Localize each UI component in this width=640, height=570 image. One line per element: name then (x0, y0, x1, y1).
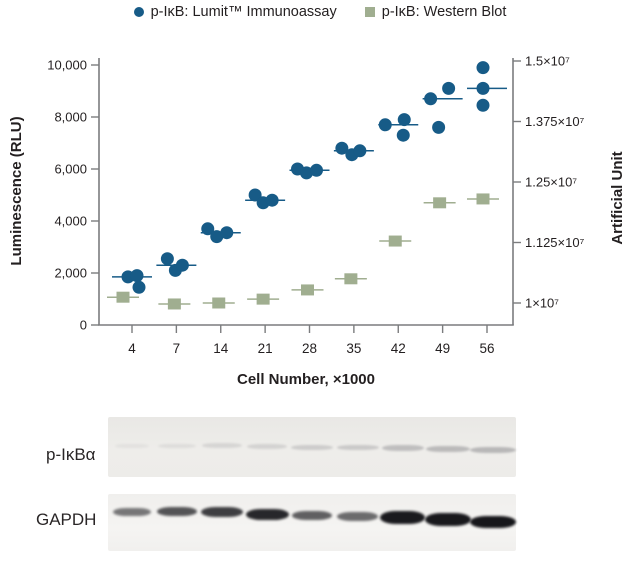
lumit-data-point (353, 144, 367, 158)
x-axis-tick-label: 49 (435, 341, 450, 356)
left-axis-tick-label: 4,000 (54, 214, 87, 229)
western-data-point (476, 193, 490, 205)
western-data-point (256, 293, 270, 305)
lumit-series-marker-icon (133, 7, 144, 17)
legend-item-western: p-IκB: Western Blot (364, 4, 507, 20)
western-data-point (344, 273, 358, 285)
x-axis-tick-label: 21 (258, 341, 273, 356)
lumit-data-point (130, 269, 144, 283)
p-ikba-band (291, 445, 334, 450)
p-ikba-band (114, 444, 149, 448)
left-axis-tick-label: 8,000 (54, 110, 87, 125)
gapdh-band (292, 511, 333, 520)
lumit-data-point (300, 166, 313, 180)
x-axis-tick-label: 7 (173, 341, 181, 356)
right-axis-tick-label: 1.375×10⁷ (525, 114, 585, 129)
gapdh-band (156, 507, 197, 516)
right-axis-tick-label: 1.25×10⁷ (525, 175, 577, 190)
lumit-data-point (210, 230, 224, 244)
p-ikba-band (381, 445, 424, 451)
lumit-data-point (335, 141, 349, 155)
p-ikba-band (247, 444, 288, 449)
western-data-point (301, 284, 314, 296)
left-axis-tick-label: 6,000 (54, 162, 87, 177)
chart-legend: p-IκB: Lumit™ Immunoassay p-IκB: Western… (0, 4, 640, 20)
left-axis-tick-label: 0 (80, 318, 87, 333)
p-ikba-band (157, 444, 196, 448)
p-ikba-band (202, 443, 242, 448)
lumit-data-point (397, 113, 411, 127)
lumit-data-point (175, 258, 189, 272)
lumit-data-point (310, 163, 323, 177)
p-ikba-band (470, 447, 517, 453)
left-axis-tick-label: 10,000 (47, 58, 87, 73)
western-data-point (116, 291, 130, 303)
legend-label-lumit: p-IκB: Lumit™ Immunoassay (150, 4, 337, 20)
blot-label-p-ikba: p-IκBα (46, 445, 96, 464)
western-data-point (212, 297, 226, 309)
lumit-data-point (424, 92, 438, 106)
blot-label-gapdh: GAPDH (36, 510, 97, 529)
gapdh-band (201, 507, 243, 517)
dual-axis-scatter-chart: Luminescence (RLU) Artificial Unit Cell … (8, 54, 626, 389)
lumit-data-point (476, 98, 490, 112)
western-data-point (388, 235, 402, 247)
legend-item-lumit: p-IκB: Lumit™ Immunoassay (133, 4, 337, 20)
x-axis-tick-label: 4 (128, 341, 136, 356)
lumit-data-point (476, 81, 490, 95)
gapdh-band (112, 508, 151, 516)
p-ikba-band (426, 446, 470, 452)
lumit-data-point (160, 252, 174, 266)
western-series-marker-icon (364, 7, 375, 17)
lumit-data-point (442, 81, 456, 95)
gapdh-band (425, 513, 471, 526)
western-data-point (433, 197, 447, 209)
p-ikba-blot-image (108, 417, 517, 477)
lumit-data-point (432, 120, 446, 134)
x-axis-label: Cell Number, ×1000 (237, 371, 375, 388)
p-ikba-band (336, 445, 379, 450)
right-axis-tick-label: 1.5×10⁷ (525, 54, 570, 69)
plot-area: 0 2,000 4,000 6,000 8,000 10,000 1×10⁷ 1.125×10… (47, 54, 584, 357)
left-axis-tick-label: 2,000 (54, 266, 87, 281)
x-axis-tick-label: 28 (302, 341, 317, 356)
lumit-data-point (378, 118, 392, 132)
gapdh-band (337, 512, 379, 521)
lumit-data-point (476, 61, 490, 75)
gapdh-band (470, 516, 517, 528)
gapdh-band (245, 509, 289, 520)
legend-label-western: p-IκB: Western Blot (381, 4, 507, 20)
x-axis-tick-label: 35 (346, 341, 361, 356)
x-axis-tick-label: 14 (213, 341, 229, 356)
gapdh-band (380, 511, 426, 524)
right-axis-tick-label: 1.125×10⁷ (525, 235, 585, 250)
y-axis-label-left: Luminescence (RLU) (8, 116, 25, 265)
western-data-point (167, 298, 181, 310)
gapdh-blot-image (108, 494, 517, 551)
x-axis-tick-label: 56 (479, 341, 494, 356)
lumit-data-point (201, 222, 215, 236)
x-axis-tick-label: 42 (391, 341, 406, 356)
y-axis-label-right: Artificial Unit (609, 151, 626, 244)
lumit-data-point (132, 280, 146, 294)
lumit-data-point (220, 226, 234, 240)
lumit-data-point (265, 193, 279, 207)
right-axis-tick-label: 1×10⁷ (525, 296, 559, 311)
lumit-data-point (396, 128, 410, 142)
lumit-data-point (248, 188, 262, 202)
